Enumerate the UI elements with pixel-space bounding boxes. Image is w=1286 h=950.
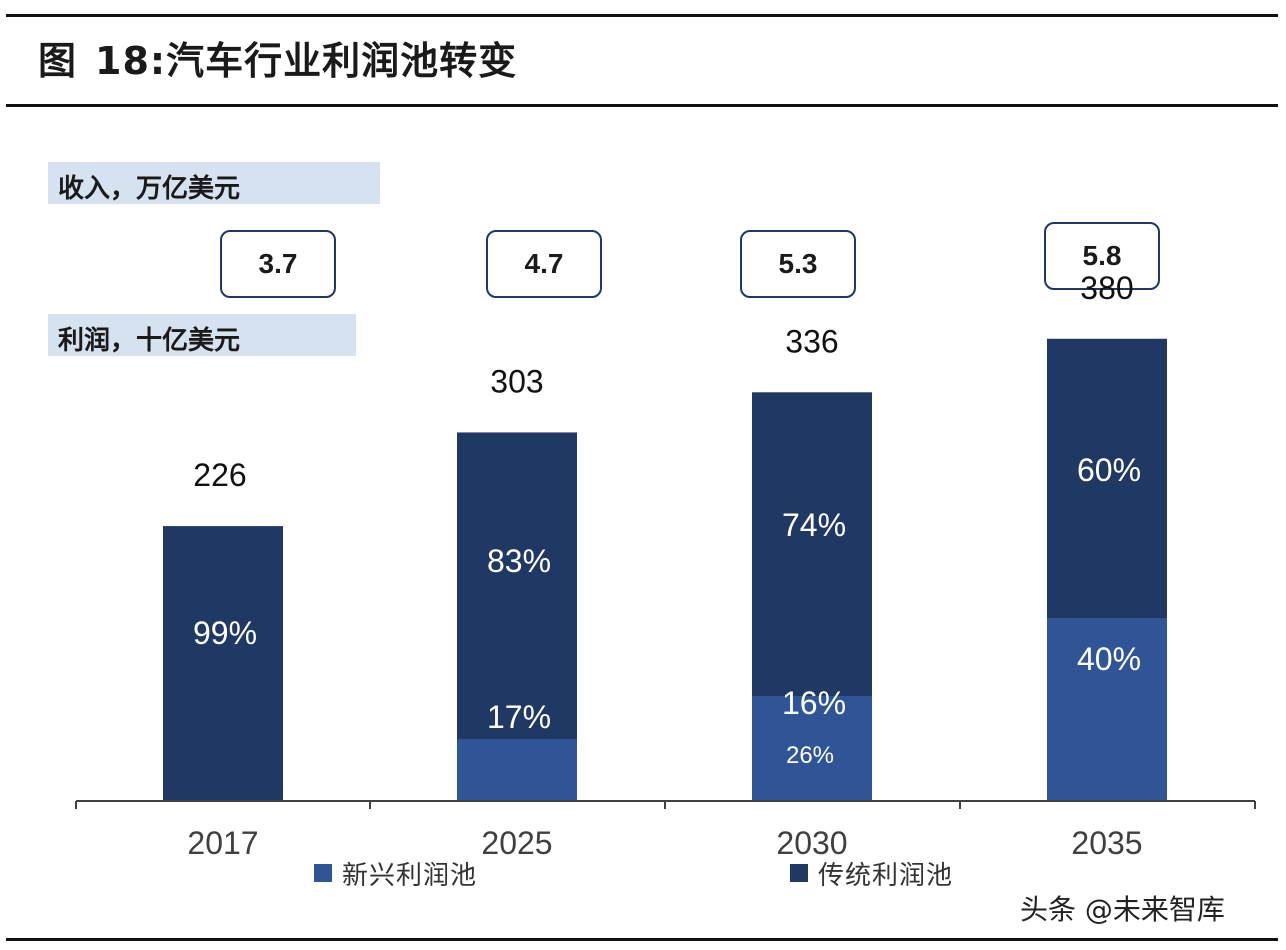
title-rule — [6, 104, 1278, 107]
traditional-pct-label-2025: 83% — [487, 543, 551, 579]
legend-label-traditional: 传统利润池 — [818, 860, 954, 891]
total-label-2035: 380 — [1080, 270, 1133, 306]
legend-emerging: 新兴利润池 — [314, 856, 478, 891]
total-label-2025: 303 — [490, 363, 543, 399]
figure-number: 18: — [95, 39, 167, 83]
x-tick-label-2017: 2017 — [187, 825, 258, 861]
emerging-pct-label-2035: 40% — [1077, 641, 1141, 677]
profit-label-band: 利润，十亿美元 — [48, 314, 356, 356]
bar-emerging-2025 — [457, 739, 577, 801]
title-text: 汽车行业利润池转变 — [166, 39, 518, 83]
revenue-label: 收入，万亿美元 — [58, 174, 241, 204]
legend-traditional: 传统利润池 — [790, 856, 954, 891]
revenue-box-2025: 4.7 — [486, 230, 602, 298]
traditional-pct-label-2035: 60% — [1077, 452, 1141, 488]
x-tick-label-2035: 2035 — [1071, 825, 1142, 861]
bottom-rule — [6, 938, 1278, 941]
bar-traditional-2017 — [163, 526, 283, 801]
x-tick-label-2025: 2025 — [481, 825, 552, 861]
emerging-pct-label-2030: 16% — [782, 685, 846, 721]
top-rule — [6, 14, 1278, 17]
traditional-pct-label-2017: 99% — [193, 615, 257, 651]
x-tick-label-2030: 2030 — [776, 825, 847, 861]
revenue-box-2030: 5.3 — [740, 230, 856, 298]
figure-label: 图 — [38, 39, 78, 83]
emerging-pct-label-2025: 17% — [487, 699, 551, 735]
traditional-pct-label-2030: 74% — [782, 507, 846, 543]
total-label-2030: 336 — [785, 323, 838, 359]
legend-swatch-traditional — [790, 864, 808, 882]
revenue-box-2035: 5.8 — [1044, 222, 1160, 290]
total-label-2017: 226 — [193, 457, 246, 493]
legend-label-emerging: 新兴利润池 — [342, 860, 478, 891]
watermark: 头条 @未来智库 — [1020, 893, 1225, 926]
revenue-label-band: 收入，万亿美元 — [48, 162, 380, 204]
extra-pct-label-2030: 26% — [786, 742, 834, 769]
bar-emerging-2035 — [1047, 618, 1167, 801]
revenue-box-2017: 3.7 — [220, 230, 336, 298]
bar-emerging-2030 — [752, 696, 872, 801]
legend-swatch-emerging — [314, 864, 332, 882]
figure-title: 图 18:汽车行业利润池转变 — [38, 30, 517, 85]
profit-label: 利润，十亿美元 — [58, 326, 241, 356]
